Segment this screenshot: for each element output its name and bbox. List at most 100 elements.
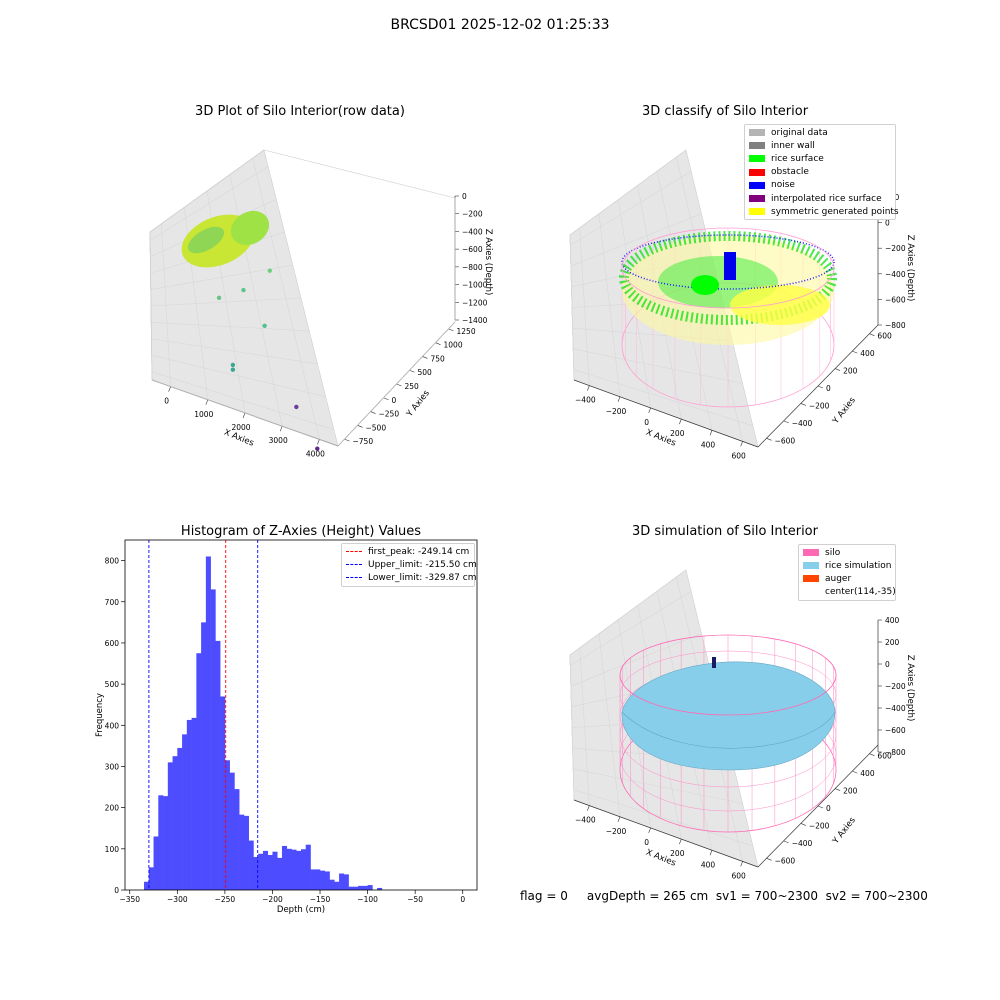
grid-line: [149, 149, 265, 233]
y-tick-mark: [852, 350, 858, 354]
y-tick-label: −500: [366, 423, 387, 432]
y-tick-mark: [869, 333, 875, 336]
grid-line: [571, 255, 712, 288]
histogram-bar: [272, 851, 278, 890]
raw-rice-blob: [187, 226, 225, 254]
legend-swatch: [749, 129, 765, 137]
histogram-bar: [182, 734, 188, 890]
legend-entry: auger: [799, 572, 895, 585]
z-tick-label: −400: [462, 227, 483, 236]
raw-data-point: [315, 446, 320, 451]
x-tick-mark: [617, 816, 621, 822]
grid-line: [206, 190, 246, 414]
y-tick-label: 500: [105, 680, 120, 689]
y-axis-label: Y Axies: [404, 388, 432, 420]
grid-line: [150, 297, 302, 307]
rice-surface-points: [658, 256, 778, 308]
x-tick-label: −200: [606, 407, 627, 416]
figure-title: BRCSD01 2025-12-02 01:25:33: [390, 17, 610, 33]
legend-label: interpolated rice surface: [771, 193, 882, 204]
grid-line: [676, 577, 743, 862]
noise-cluster: [724, 252, 736, 280]
grid-line: [183, 207, 209, 400]
y-tick-mark: [800, 403, 806, 406]
grid-line: [572, 747, 733, 762]
y-axis-label: Frequency: [95, 693, 105, 737]
histogram-bar: [329, 879, 335, 890]
grid-line: [149, 231, 152, 353]
y-tick-label: −400: [792, 419, 813, 428]
grid-line: [151, 338, 318, 365]
grid-line: [151, 355, 326, 397]
histogram-bar: [310, 869, 316, 890]
grid-line: [150, 231, 285, 274]
grid-line: [598, 213, 621, 397]
raw-rice-blob: [230, 210, 270, 246]
y-tick-label: 200: [843, 787, 858, 796]
silo-ring: [619, 666, 837, 764]
legend-entry: obstacle: [745, 166, 895, 179]
pane-left: [149, 231, 153, 381]
y-tick-label: 250: [405, 382, 420, 391]
y-tick-mark: [344, 438, 350, 442]
grid-line: [569, 234, 572, 296]
legend-swatch: [803, 562, 819, 570]
x-tick-label: 0: [644, 418, 649, 427]
grid-line: [569, 654, 575, 790]
grid-line: [569, 569, 687, 656]
y-tick-label: 200: [105, 804, 120, 813]
z-tick-label: −200: [885, 682, 906, 691]
x-tick-label: 200: [670, 429, 685, 438]
grid-line: [569, 234, 573, 329]
grid-line: [569, 654, 572, 687]
grid-line: [149, 231, 152, 339]
legend-label: first_peak: -249.14 cm: [368, 546, 470, 557]
y-tick-mark: [817, 805, 824, 809]
grid-line: [149, 231, 152, 297]
x-tick-label: −200: [606, 827, 627, 836]
histogram-bar: [281, 845, 288, 890]
histogram-bar: [353, 886, 359, 890]
z-tick-label: −200: [462, 210, 483, 219]
x-tick-mark: [709, 430, 713, 436]
y-tick-label: 100: [105, 845, 120, 854]
raw-data-point: [294, 404, 299, 410]
silo-top-ring: [621, 227, 835, 309]
y-tick-label: 400: [860, 349, 875, 358]
noise-ring: [621, 234, 835, 290]
grid-line: [149, 149, 265, 233]
histogram-bar: [362, 885, 368, 890]
legend-swatch: [749, 195, 765, 203]
histogram-bar: [210, 589, 216, 890]
legend-label: original data: [771, 127, 828, 138]
symmetric-points: [730, 285, 830, 325]
classify-panel-title: 3D classify of Silo Interior: [641, 104, 809, 119]
y-tick-mark: [783, 840, 789, 844]
grid-line: [571, 718, 723, 728]
grid-line: [149, 231, 151, 279]
grid-line: [656, 171, 713, 431]
y-tick-label: −400: [792, 839, 813, 848]
grid-line: [569, 654, 573, 728]
y-tick-label: 400: [105, 721, 120, 730]
histogram-bar: [205, 556, 211, 890]
histogram-title: Histogram of Z-Axies (Height) Values: [180, 524, 422, 539]
histogram-bar: [153, 836, 159, 890]
legend-entry: Lower_limit: -329.87 cm: [342, 571, 476, 584]
legend-entry: noise: [745, 179, 895, 192]
histogram-bar: [167, 762, 173, 890]
z-tick-label: −400: [885, 270, 906, 279]
grid-line: [570, 590, 692, 666]
grid-line: [569, 149, 687, 236]
histogram-bar: [196, 653, 202, 890]
z-tick-label: −1000: [462, 281, 488, 290]
x-tick-label: 600: [732, 871, 747, 880]
y-tick-label: 500: [418, 368, 433, 377]
x-axis-label: X Axies: [644, 848, 677, 869]
legend-swatch: [749, 208, 765, 216]
x-tick-label: 200: [670, 849, 685, 858]
grid-line: [569, 654, 572, 707]
histogram-bar: [286, 848, 292, 890]
grid-line: [569, 569, 687, 656]
legend-label: symmetric generated points: [771, 206, 899, 217]
